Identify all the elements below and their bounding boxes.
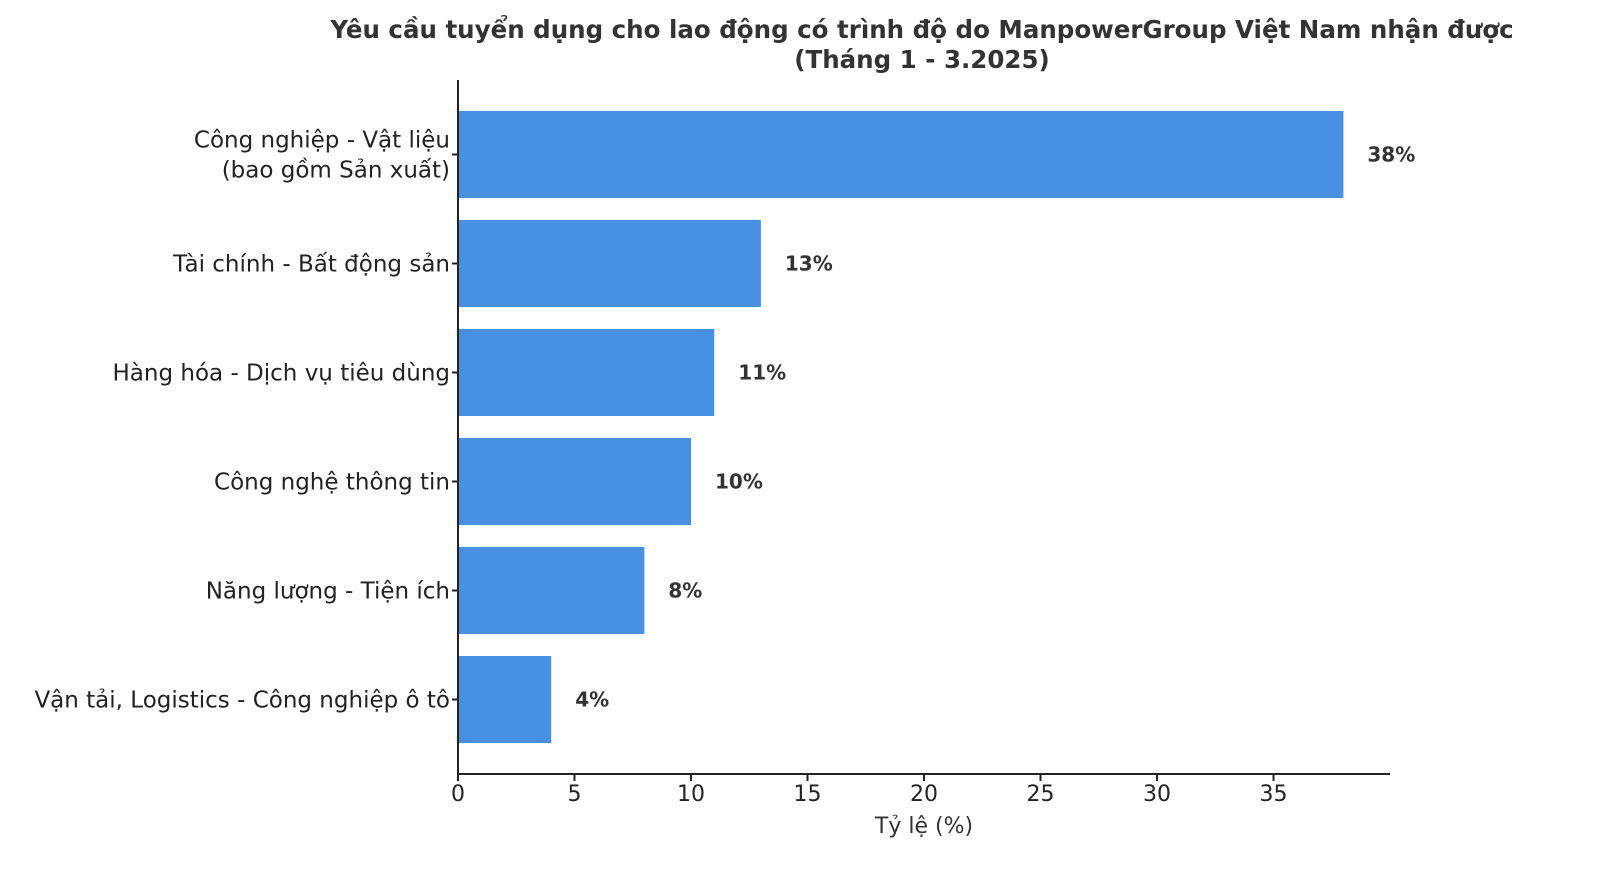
bar-value-label: 38%	[1367, 143, 1415, 167]
bar-value-label: 13%	[785, 252, 833, 276]
chart-title: Yêu cầu tuyển dụng cho lao động có trình…	[329, 14, 1513, 74]
bar	[458, 547, 645, 634]
x-tick-label: 20	[910, 782, 938, 807]
bar	[458, 438, 691, 525]
bar-value-label: 4%	[575, 688, 609, 712]
x-tick-label: 25	[1027, 782, 1055, 807]
axes-group: 0 5 10 15 20 25 30 35 Tỷ lệ (%)	[451, 80, 1390, 839]
bar	[458, 329, 715, 416]
bar-value-label: 10%	[715, 470, 763, 494]
x-tick-label: 10	[677, 782, 705, 807]
category-label: Công nghiệp - Vật liệu	[194, 128, 450, 154]
bar	[458, 220, 761, 307]
x-tick-label: 5	[568, 782, 582, 807]
bar-value-label: 8%	[668, 579, 702, 603]
x-tick-label: 15	[794, 782, 822, 807]
chart-subtitle-line: (Tháng 1 - 3.2025)	[794, 45, 1049, 74]
x-tick-label: 30	[1143, 782, 1171, 807]
bars-group: 38% 13% 11% 10% 8% 4%	[458, 111, 1415, 743]
category-label: Vận tải, Logistics - Công nghiệp ô tô	[34, 688, 450, 714]
bar-value-label: 11%	[738, 361, 786, 385]
x-tick-label: 35	[1260, 782, 1288, 807]
category-label: (bao gồm Sản xuất)	[222, 158, 450, 184]
category-label: Hàng hóa - Dịch vụ tiêu dùng	[113, 361, 450, 387]
bar	[458, 656, 552, 743]
category-labels: Công nghiệp - Vật liệu (bao gồm Sản xuất)…	[34, 128, 458, 714]
category-label: Công nghệ thông tin	[214, 470, 450, 496]
category-label: Năng lượng - Tiện ích	[206, 579, 450, 605]
bar	[458, 111, 1344, 198]
category-label: Tài chính - Bất động sản	[172, 252, 450, 278]
chart-title-line: Yêu cầu tuyển dụng cho lao động có trình…	[329, 14, 1513, 44]
x-tick-label: 0	[451, 782, 465, 807]
x-axis-label: Tỷ lệ (%)	[874, 814, 973, 839]
